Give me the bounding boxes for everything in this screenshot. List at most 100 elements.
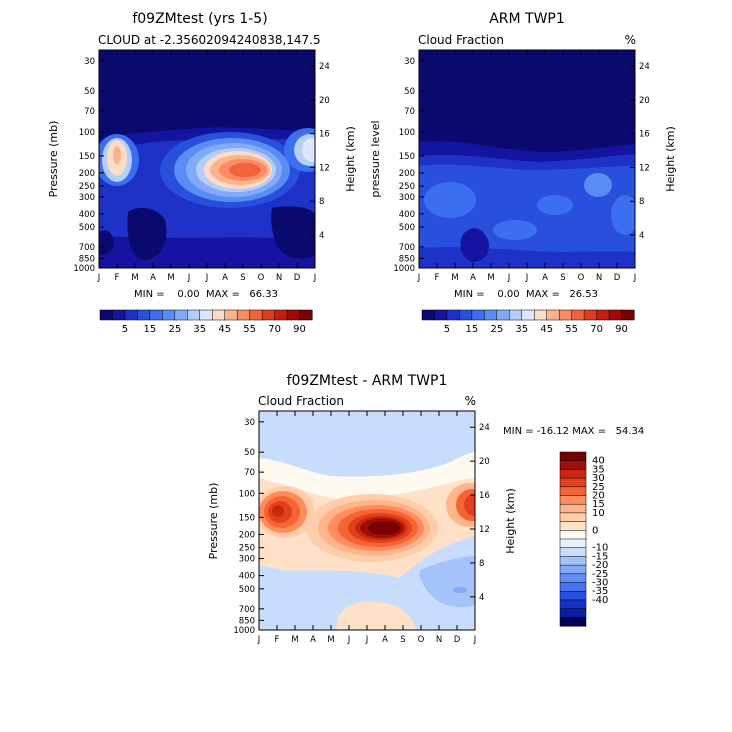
colorbar-swatch xyxy=(434,309,448,321)
colorbar-swatch xyxy=(261,309,276,321)
y-tick-label: 50 xyxy=(244,448,255,458)
colorbar-label: -20 xyxy=(592,560,608,571)
colorbar-label: -15 xyxy=(592,551,608,562)
y2-tick-label: 20 xyxy=(639,96,650,106)
panel-subtitle: CLOUD at -2.35602094240838,147.5 xyxy=(98,33,321,47)
x-tick-label: O xyxy=(258,273,265,283)
unit-label: % xyxy=(465,394,476,408)
y2-tick-label: 24 xyxy=(479,423,490,433)
y2-tick-label: 8 xyxy=(479,559,484,569)
min-max-stats: MIN = 0.00 MAX = 26.53 xyxy=(454,289,598,300)
y-tick-label: 1000 xyxy=(393,264,415,274)
y2-tick-label: 20 xyxy=(479,457,490,467)
y2-axis-label: Height (km) xyxy=(664,126,677,192)
y-tick-label: 700 xyxy=(399,243,415,253)
x-tick-label: M xyxy=(167,273,174,283)
y-tick-label: 250 xyxy=(399,182,415,192)
colorbar-swatch xyxy=(608,309,623,321)
colorbar-swatch xyxy=(559,556,587,566)
colorbar-swatch xyxy=(583,309,598,321)
colorbar-label: 25 xyxy=(490,324,503,335)
panel-title: f09ZMtest (yrs 1-5) xyxy=(132,11,267,27)
x-tick-label: J xyxy=(633,273,637,283)
y-tick-label: 500 xyxy=(239,585,255,595)
colorbar-swatch xyxy=(137,309,151,321)
colorbar: 5 15 25 35 45 55 70 90 xyxy=(99,309,313,335)
y-tick-label: 300 xyxy=(399,193,415,203)
colorbar-swatch xyxy=(99,309,114,321)
unit-label: % xyxy=(625,33,636,47)
x-tick-label: S xyxy=(400,635,405,645)
x-tick-label: F xyxy=(435,273,440,283)
colorbar-label: 5 xyxy=(122,324,128,335)
colorbar-label: 90 xyxy=(615,324,628,335)
colorbar-label: 70 xyxy=(268,324,281,335)
y-tick-label: 250 xyxy=(79,182,95,192)
y2-tick-label: 8 xyxy=(319,197,324,207)
y-tick-label: 70 xyxy=(404,107,415,117)
colorbar-label: 35 xyxy=(592,464,605,475)
colorbar-swatch xyxy=(224,309,238,321)
y-tick-label: 500 xyxy=(79,223,95,233)
contour-field xyxy=(99,50,315,268)
y2-tick-label: 20 xyxy=(319,96,330,106)
y2-tick-label: 12 xyxy=(479,525,490,535)
x-tick-label: J xyxy=(313,273,317,283)
y2-axis-label: Height (km) xyxy=(344,126,357,192)
x-tick-label: J xyxy=(97,273,101,283)
contour-fill xyxy=(229,163,261,177)
y2-tick-label: 16 xyxy=(319,130,330,140)
y-axis-label: Pressure (mb) xyxy=(47,121,60,198)
y2-tick-label: 4 xyxy=(319,231,324,241)
colorbar-swatch xyxy=(559,486,587,497)
x-tick-label: M xyxy=(291,635,298,645)
panel-title: f09ZMtest - ARM TWP1 xyxy=(287,373,448,389)
colorbar-label: 15 xyxy=(144,324,157,335)
colorbar-label: 25 xyxy=(592,482,605,493)
colorbar-swatch xyxy=(559,512,587,523)
y-tick-label: 850 xyxy=(399,254,415,264)
y-tick-label: 30 xyxy=(84,57,95,67)
panel-subtitle: Cloud Fraction xyxy=(258,394,344,408)
colorbar-label: 45 xyxy=(218,324,231,335)
contour-fill xyxy=(424,182,476,218)
y2-tick-label: 16 xyxy=(479,491,490,501)
min-max-stats: MIN = 0.00 MAX = 66.33 xyxy=(134,289,278,300)
colorbar-swatch xyxy=(559,608,587,618)
y-tick-label: 150 xyxy=(79,152,95,162)
colorbar-swatch xyxy=(559,451,587,462)
colorbar-label: 5 xyxy=(444,324,450,335)
colorbar-swatch xyxy=(559,530,587,540)
colorbar-swatch xyxy=(421,309,436,321)
y-tick-label: 700 xyxy=(79,243,95,253)
colorbar-swatch xyxy=(112,309,126,321)
colorbar-swatch xyxy=(533,309,548,321)
contour-fill xyxy=(368,521,400,535)
x-tick-label: A xyxy=(310,635,316,645)
colorbar-swatch xyxy=(521,309,535,321)
x-tick-label: J xyxy=(473,635,477,645)
contour-fill xyxy=(336,601,416,630)
y-tick-label: 30 xyxy=(244,418,255,428)
colorbar-label: -25 xyxy=(592,569,608,580)
colorbar-swatch xyxy=(559,460,587,470)
y-tick-label: 100 xyxy=(79,128,95,138)
y-tick-label: 200 xyxy=(79,169,95,179)
x-tick-label: O xyxy=(418,635,425,645)
x-tick-label: J xyxy=(205,273,209,283)
y2-tick-label: 12 xyxy=(639,163,650,173)
contour-fill xyxy=(113,146,121,164)
y-tick-label: 150 xyxy=(399,152,415,162)
colorbar-swatch xyxy=(471,309,485,321)
colorbar-label: 20 xyxy=(592,491,605,502)
colorbar-swatch xyxy=(446,309,460,321)
panel-observation: ARM TWP1 Cloud Fraction % J F M A M J J A S O N D J 3… xyxy=(369,11,677,335)
panel-title: ARM TWP1 xyxy=(489,11,565,27)
colorbar-label: 45 xyxy=(540,324,553,335)
colorbar-swatch xyxy=(546,309,560,321)
y-tick-label: 300 xyxy=(79,193,95,203)
colorbar-swatch xyxy=(149,309,163,321)
colorbar-label: 55 xyxy=(243,324,256,335)
